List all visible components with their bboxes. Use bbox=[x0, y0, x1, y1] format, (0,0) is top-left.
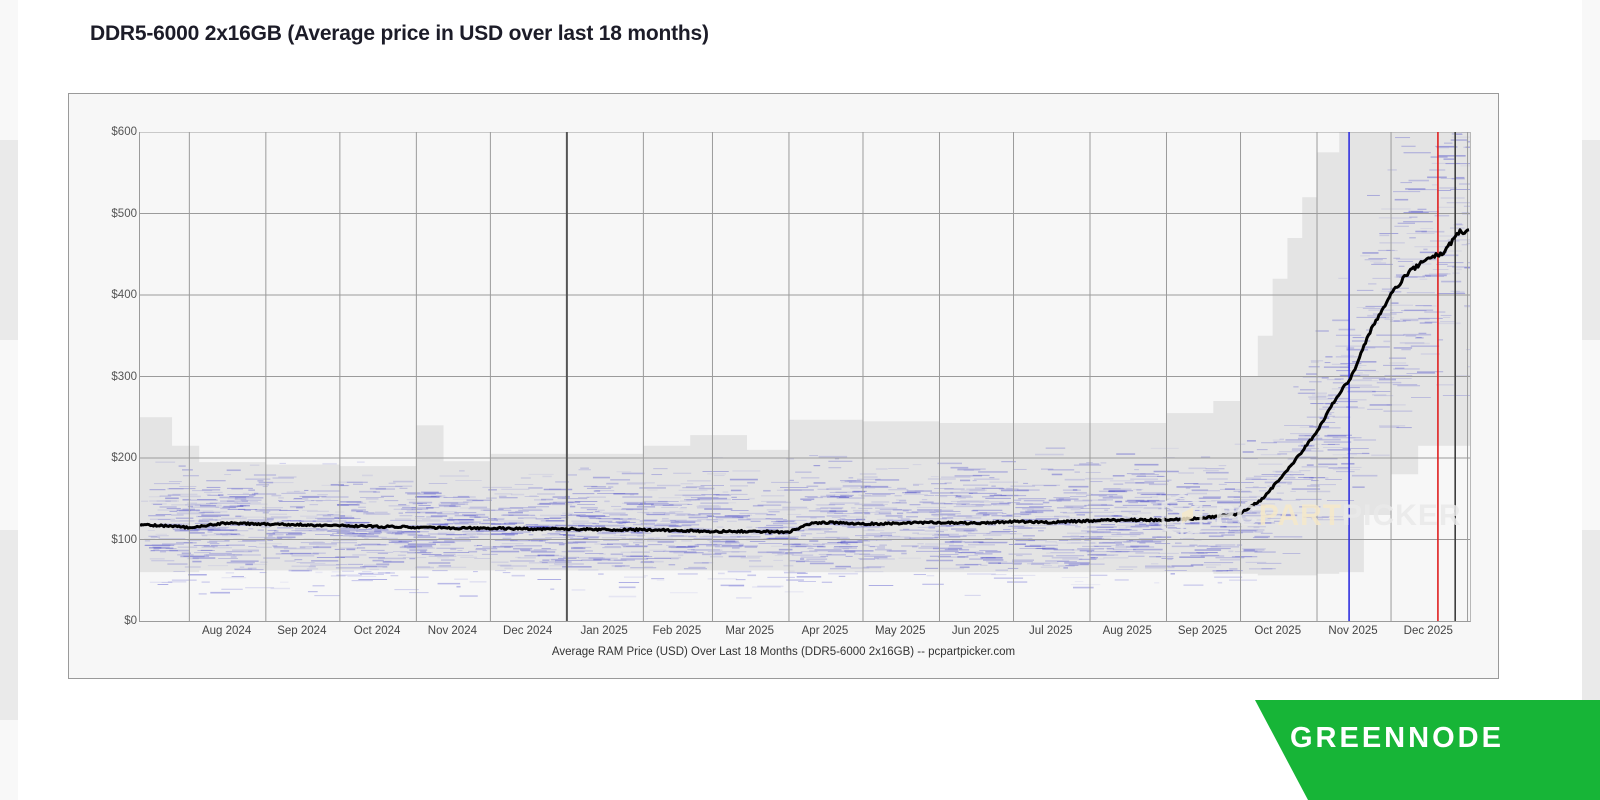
page-title: DDR5-6000 2x16GB (Average price in USD o… bbox=[90, 22, 709, 45]
marker-lines bbox=[565, 132, 1456, 621]
y-tick-label: $0 bbox=[124, 615, 137, 627]
price-range-band bbox=[140, 132, 1470, 576]
x-tick-label: Jul 2025 bbox=[1029, 625, 1073, 637]
x-tick-label: Mar 2025 bbox=[725, 625, 774, 637]
chart-caption: Average RAM Price (USD) Over Last 18 Mon… bbox=[551, 646, 1016, 658]
x-tick-label: Dec 2025 bbox=[1403, 625, 1453, 637]
x-tick-label: Jun 2025 bbox=[951, 625, 1000, 637]
plot-area[interactable] bbox=[139, 132, 1471, 622]
page-edge-strip-left-2 bbox=[0, 140, 18, 340]
page-edge-strip-right-3 bbox=[1582, 340, 1600, 530]
y-axis: $0 $100 $200 $300 $400 $500 $600 bbox=[89, 94, 137, 678]
chart-card: $0 $100 $200 $300 $400 $500 $600 PCPARTPICKER … bbox=[68, 93, 1499, 679]
y-tick-label: $100 bbox=[111, 533, 137, 546]
greennode-logo-banner bbox=[1255, 700, 1600, 800]
x-axis: Aug 2024 Sep 2024 Oct 2024 Nov 2024 Dec 2024… bbox=[69, 625, 1498, 643]
x-tick-label: Nov 2025 bbox=[1328, 625, 1378, 637]
x-tick-label: Aug 2025 bbox=[1102, 625, 1152, 637]
page-edge-strip-left-3 bbox=[0, 340, 18, 530]
x-tick-label: Feb 2025 bbox=[652, 625, 702, 637]
shaded-range-band bbox=[140, 132, 1470, 576]
x-tick-label: Apr 2025 bbox=[801, 625, 849, 637]
y-tick-label: $500 bbox=[111, 207, 137, 220]
page-edge-strip-right-4 bbox=[1582, 530, 1600, 720]
y-tick-label: $200 bbox=[111, 452, 137, 464]
page-edge-strip-left-4 bbox=[0, 530, 18, 720]
greennode-logo-text: GREENNODE bbox=[1290, 722, 1504, 754]
plot-wrapper: $0 $100 $200 $300 $400 $500 $600 PCPARTPICKER … bbox=[69, 94, 1498, 678]
page-edge-strip-left-5 bbox=[0, 720, 18, 800]
page-edge-strip-left-1 bbox=[0, 0, 18, 140]
average-price-path bbox=[140, 228, 1470, 535]
page-edge-strip-right-1 bbox=[1582, 0, 1600, 140]
x-tick-label: Oct 2024 bbox=[353, 625, 401, 637]
chart-svg bbox=[140, 132, 1470, 621]
x-tick-label: Nov 2024 bbox=[427, 625, 477, 637]
y-tick-label: $600 bbox=[111, 126, 137, 138]
x-tick-label: Sep 2024 bbox=[277, 625, 327, 637]
x-tick-label: Aug 2024 bbox=[201, 625, 252, 637]
gridlines bbox=[140, 132, 1470, 621]
y-tick-label: $400 bbox=[111, 289, 137, 301]
x-tick-label: May 2025 bbox=[874, 625, 926, 637]
x-tick-label: Oct 2025 bbox=[1254, 625, 1302, 637]
page-edge-strip-right-2 bbox=[1582, 140, 1600, 340]
x-tick-label: Jan 2025 bbox=[580, 625, 628, 637]
x-tick-label: Dec 2024 bbox=[503, 625, 553, 637]
y-tick-label: $300 bbox=[111, 370, 137, 383]
x-tick-label: Sep 2025 bbox=[1177, 625, 1228, 637]
average-price-line bbox=[140, 228, 1470, 535]
